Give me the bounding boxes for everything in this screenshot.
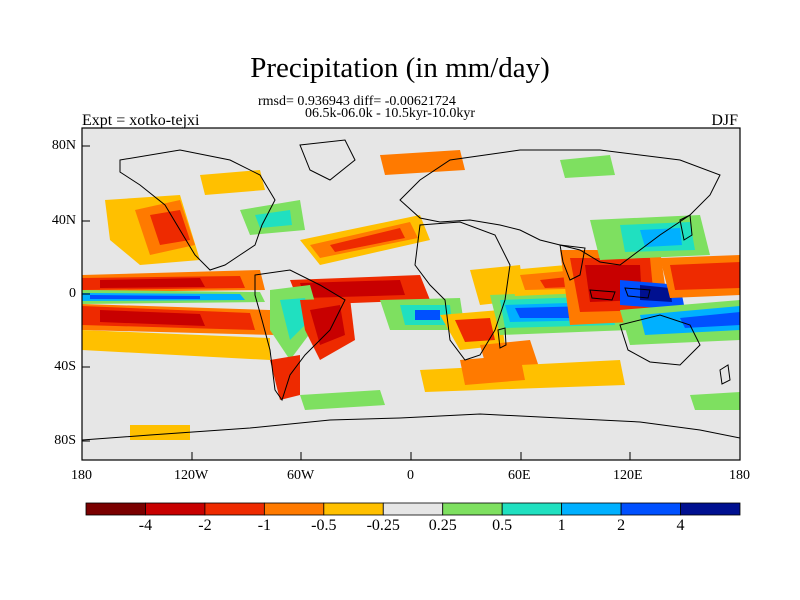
plot-title: Precipitation (in mm/day) [250, 52, 550, 84]
colorbar-label: 0.5 [492, 517, 513, 534]
x-tick-label: 0 [407, 468, 414, 483]
y-tick-label: 0 [69, 286, 76, 301]
colorbar-label: -0.25 [366, 517, 400, 534]
colorbar-label: -2 [198, 517, 212, 534]
colorbar-label: 4 [676, 517, 685, 534]
experiment-label: Expt = xotko-tejxi [82, 112, 200, 129]
colorbar-label: 0.25 [428, 517, 457, 534]
precip-field [82, 150, 740, 440]
colorbar-swatch [263, 502, 325, 516]
colorbar-label: -1 [257, 517, 272, 534]
stats-line: rmsd= 0.936943 diff= -0.00621724 [258, 94, 456, 109]
colorbar-label: -4 [138, 517, 153, 534]
x-tick-label: 60E [508, 468, 531, 483]
colorbar [85, 502, 741, 516]
colorbar-swatch [323, 502, 384, 516]
colorbar-swatch [442, 502, 503, 516]
x-tick-label: 180 [729, 468, 750, 483]
colorbar-label: 2 [617, 517, 626, 534]
colorbar-swatch [501, 502, 563, 516]
colorbar-swatch [145, 502, 206, 516]
colorbar-label: -0.5 [311, 517, 337, 534]
y-tick-label: 80N [51, 138, 76, 153]
y-tick-label: 40N [51, 213, 76, 228]
y-tick-label: 80S [54, 433, 76, 448]
tick-marks [81, 145, 741, 460]
colorbar-swatch [382, 502, 444, 516]
x-tick-label: 120W [174, 468, 209, 483]
x-tick-label: 180 [71, 468, 92, 483]
season-label: DJF [711, 112, 738, 129]
colorbar-swatch [204, 502, 265, 516]
x-tick-label: 120E [613, 468, 643, 483]
y-tick-label: 40S [54, 359, 76, 374]
colorbar-label: 1 [557, 517, 566, 534]
x-tick-label: 60W [287, 468, 315, 483]
colorbar-swatch [561, 502, 622, 516]
colorbar-swatch [85, 502, 146, 516]
colorbar-swatch [620, 502, 681, 516]
colorbar-swatch [680, 502, 741, 516]
coastlines [82, 139, 740, 441]
period-line: 06.5k-06.0k - 10.5kyr-10.0kyr [305, 106, 476, 121]
